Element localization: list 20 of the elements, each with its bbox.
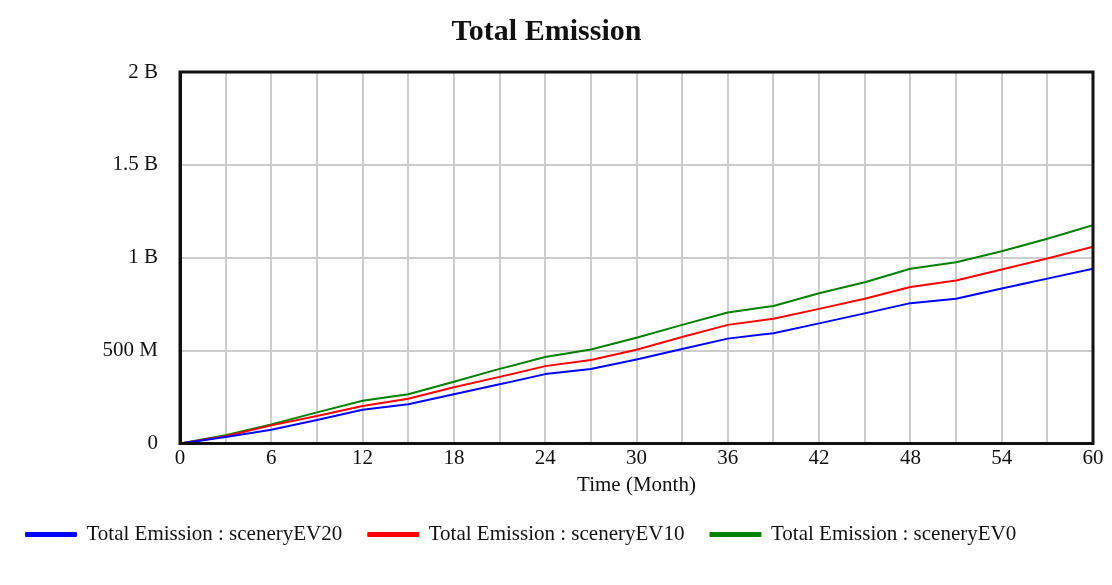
x-tick-label: 30 — [626, 444, 647, 469]
chart-title: Total Emission — [451, 12, 642, 46]
x-tick-label: 48 — [899, 444, 921, 469]
y-tick-label: 500 M — [102, 337, 159, 362]
legend-label: Total Emission : sceneryEV10 — [428, 521, 685, 546]
x-tick-label: 60 — [1082, 444, 1104, 469]
x-tick-label: 42 — [808, 444, 830, 469]
y-tick-label: 1.5 B — [112, 151, 158, 176]
x-tick-label: 18 — [443, 444, 465, 469]
y-tick-label: 2 B — [128, 58, 158, 83]
legend-label: Total Emission : sceneryEV20 — [86, 521, 343, 546]
x-tick-label: 36 — [717, 444, 739, 469]
y-tick-label: 1 B — [128, 244, 158, 269]
legend-label: Total Emission : sceneryEV0 — [770, 521, 1017, 546]
x-axis-title: Time (Month) — [577, 471, 696, 496]
x-tick-label: 0 — [174, 444, 186, 469]
x-tick-label: 6 — [266, 444, 277, 469]
x-tick-label: 24 — [534, 444, 557, 469]
x-tick-label: 54 — [991, 444, 1013, 469]
x-tick-label: 12 — [352, 444, 374, 469]
